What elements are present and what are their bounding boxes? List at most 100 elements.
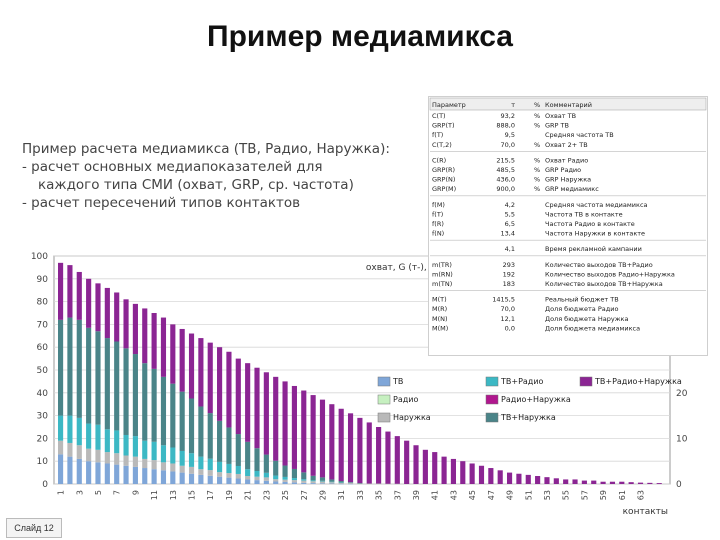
- x-tick-label: 47: [487, 490, 496, 500]
- bar-segment-tv: [188, 473, 195, 484]
- bar-segment-tv: [235, 478, 241, 484]
- y-tick-label-right: 10: [676, 434, 688, 444]
- bar-segment-tv-radio: [226, 463, 232, 474]
- x-tick-label: 63: [637, 490, 646, 500]
- panel-cell: 485,5: [496, 166, 515, 174]
- x-tick-label: 1: [57, 490, 66, 495]
- panel-cell: GRP(T): [432, 122, 455, 130]
- panel-cell: m(TR): [432, 261, 452, 269]
- panel-cell: 436,0: [496, 176, 515, 184]
- panel-cell: M(N): [432, 315, 448, 323]
- bar-segment-tv-radio-naruzhka: [609, 481, 616, 484]
- x-tick-label: 21: [244, 490, 253, 500]
- bar-segment-tv-naruzhka: [301, 472, 307, 480]
- panel-cell: %: [534, 141, 540, 149]
- bar-segment-tv-naruzhka: [170, 383, 176, 448]
- bar-segment-tv-radio-naruzhka: [123, 299, 129, 349]
- bar-segment-tv: [151, 469, 157, 484]
- bar-segment-naruzhka: [217, 472, 223, 477]
- intro-line: - расчет основных медиапоказателей для: [22, 159, 323, 175]
- bar-segment-tv: [179, 472, 185, 484]
- bar-segment-tv-naruzhka: [357, 483, 363, 484]
- panel-cell: Охват Радио: [545, 156, 588, 164]
- bar-segment-tv-radio-naruzhka: [460, 461, 466, 484]
- bar-segment-naruzhka: [114, 453, 120, 465]
- panel-cell: Реальный бюджет ТВ: [545, 296, 619, 304]
- bar-segment-tv-radio: [301, 479, 307, 481]
- panel-cell: 0,0: [505, 324, 515, 332]
- bar-segment-naruzhka: [235, 473, 241, 479]
- bar-segment-tv-radio-naruzhka: [179, 328, 185, 392]
- bar-segment-naruzhka: [160, 462, 167, 471]
- x-tick-label: 5: [94, 490, 103, 495]
- bar-segment-tv-radio-naruzhka: [591, 480, 597, 484]
- bar-segment-tv-radio-naruzhka: [628, 482, 634, 484]
- x-tick-label: 31: [337, 490, 346, 500]
- panel-header-cell: %: [534, 101, 540, 109]
- bar-segment-tv: [310, 483, 316, 484]
- bar-segment-tv-radio: [207, 458, 213, 471]
- bar-segment-naruzhka: [76, 445, 82, 459]
- legend-label: ТВ+Радио: [500, 377, 544, 386]
- bar-segment-naruzhka: [67, 442, 73, 457]
- bar-segment-tv-radio: [67, 415, 73, 443]
- intro-line: каждого типа СМИ (охват, GRP, ср. частот…: [38, 177, 354, 193]
- chart-subtitle: охват, G (т-), %: [366, 263, 439, 273]
- legend-label: ТВ: [392, 377, 403, 386]
- x-tick-label: 43: [449, 490, 458, 500]
- bar-segment-tv: [114, 464, 120, 484]
- y-tick-label-left: 90: [37, 275, 49, 285]
- bar-segment-tv-naruzhka: [151, 368, 157, 442]
- panel-cell: %: [534, 166, 540, 174]
- panel-cell: m(RN): [432, 270, 453, 278]
- bar-segment-tv-radio: [254, 471, 260, 477]
- panel-cell: M(T): [432, 296, 447, 304]
- bar-segment-tv-radio-naruzhka: [600, 481, 606, 484]
- panel-cell: 70,0: [501, 141, 515, 149]
- bar-segment-tv-radio-naruzhka: [86, 278, 92, 328]
- bar-segment-naruzhka: [291, 480, 297, 483]
- bar-segment-tv: [170, 471, 176, 484]
- bar-segment-naruzhka: [319, 481, 326, 484]
- bar-segment-tv-radio-naruzhka: [357, 417, 363, 484]
- bar-segment-tv-radio: [58, 415, 64, 441]
- panel-cell: %: [534, 185, 540, 193]
- bar-segment-tv-radio-naruzhka: [469, 463, 475, 484]
- bar-segment-tv-radio: [291, 478, 297, 481]
- panel-cell: f(T): [432, 210, 443, 218]
- bar-segment-tv-naruzhka: [114, 341, 120, 431]
- panel-cell: Частота Наружки в контакте: [545, 230, 645, 238]
- x-axis-label: контакты: [623, 507, 668, 517]
- bar-segment-naruzhka: [310, 481, 316, 484]
- panel-cell: 9,5: [505, 131, 515, 139]
- bar-segment-tv-radio: [132, 436, 138, 457]
- panel-cell: 6,5: [505, 220, 515, 228]
- bar-segment-naruzhka: [58, 440, 64, 455]
- bar-segment-tv-radio: [282, 476, 288, 480]
- calculation-table-svg: Параметр т% Комментарий C(T) 93,2% Охват ТВ GR…: [429, 97, 707, 332]
- bar-segment-tv-naruzhka: [76, 319, 82, 418]
- panel-cell: 13,4: [501, 230, 515, 238]
- x-tick-label: 3: [75, 490, 84, 495]
- x-tick-label: 51: [524, 490, 533, 500]
- bar-segment-tv-radio-naruzhka: [301, 390, 307, 473]
- bar-segment-tv-naruzhka: [104, 338, 110, 430]
- y-tick-label-left: 80: [37, 298, 49, 308]
- y-tick-label-left: 70: [37, 320, 49, 330]
- bar-segment-tv-naruzhka: [245, 441, 251, 470]
- bar-segment-tv-radio-naruzhka: [637, 482, 644, 484]
- bar-segment-tv-radio: [338, 482, 344, 483]
- bar-segment-tv-naruzhka: [217, 420, 223, 462]
- panel-cell: 888,0: [496, 122, 515, 130]
- bar-segment-naruzhka: [366, 483, 372, 485]
- x-tick-label: 29: [318, 490, 327, 500]
- bar-segment-tv-radio-naruzhka: [619, 481, 625, 484]
- bar-segment-tv: [207, 475, 213, 484]
- x-tick-label: 15: [188, 490, 197, 500]
- bar-segment-tv-radio-naruzhka: [413, 445, 419, 484]
- bar-segment-tv-radio-naruzhka: [563, 479, 569, 484]
- bar-segment-tv: [217, 476, 223, 484]
- bar-segment-tv-radio-naruzhka: [310, 395, 316, 476]
- bar-segment-tv: [160, 470, 167, 484]
- bar-segment-tv-radio-naruzhka: [207, 342, 213, 414]
